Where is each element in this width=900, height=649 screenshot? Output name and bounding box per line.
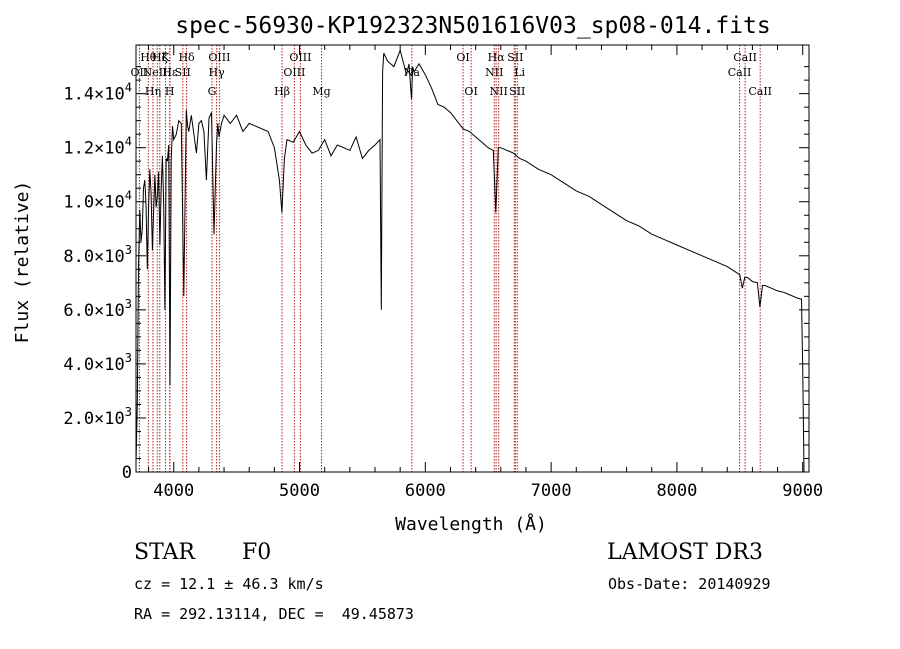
emission-line-label: Hθ [140,51,157,64]
emission-line-label: G [208,85,217,98]
emission-line-label: SII [507,51,523,64]
y-tick-label: 6.0×103 [63,297,132,321]
y-tick-mantissa: 8.0×10 [63,247,124,267]
y-tick-mantissa: 6.0×10 [63,301,124,321]
y-tick-label: 1.2×104 [63,135,132,159]
y-axis-label: Flux (relative) [12,181,33,344]
y-tick-mantissa: 2.0×10 [63,409,124,429]
emission-line-label: H [165,85,175,98]
obs-date-text: Obs-Date: 20140929 [608,575,771,593]
emission-line-label: Hη [145,85,161,98]
emission-line-label: Hε [162,66,178,79]
class-label: STAR [134,540,195,565]
y-tick-exponent: 3 [125,405,132,419]
emission-line-label: Na [404,66,421,79]
y-tick-mantissa: 0 [122,463,132,483]
axes: 4000 5000 6000 7000 8000 900002.0×1034.0×1036… [63,44,823,501]
emission-line-label: CaII [728,66,752,79]
spectrum-line [135,48,805,473]
emission-line-label: NII [485,66,503,79]
x-tick-label: 6000 [405,481,446,501]
y-tick-label: 4.0×103 [63,351,132,375]
x-tick-label: 5000 [279,481,320,501]
plot-frame [135,44,810,473]
y-tick-label: 0 [122,463,132,483]
emission-line-label: Hγ [209,66,226,79]
coordinates-text: RA = 292.13114, DEC = 49.45873 [134,605,414,623]
emission-line-label: Hα [488,51,506,64]
x-tick-label: 8000 [656,481,697,501]
emission-line-label: Hβ [274,85,290,98]
x-axis-label: Wavelength (Å) [395,513,547,535]
y-tick-label: 1.4×104 [63,81,132,105]
subclass-label: F0 [242,540,272,565]
emission-line-label: NII [490,85,508,98]
emission-line-label: Hδ [178,51,195,64]
emission-lines [138,45,761,472]
x-tick-label: 7000 [531,481,572,501]
emission-line-label: Mg [312,85,330,98]
emission-line-label: NeIII [143,66,172,79]
emission-line-label: SII [175,66,191,79]
redshift-text: cz = 12.1 ± 46.3 km/s [134,575,324,593]
y-tick-label: 1.0×104 [63,189,132,213]
y-tick-exponent: 4 [125,135,132,149]
emission-line-label: K [161,51,170,64]
y-tick-exponent: 3 [125,243,132,257]
emission-line-label: OI [456,51,469,64]
series-layer [135,48,805,473]
emission-line-label: CaII [733,51,757,64]
emission-line-label: OI [464,85,477,98]
y-tick-mantissa: 4.0×10 [63,355,124,375]
emission-line-label: OII [131,66,149,79]
y-tick-exponent: 3 [125,351,132,365]
emission-line-label: OIII [283,66,305,79]
y-tick-mantissa: 1.4×10 [63,85,124,105]
chart-title: spec-56930-KP192323N501616V03_sp08-014.f… [175,13,770,39]
emission-line-label: Hζ [152,51,168,64]
y-tick-mantissa: 1.0×10 [63,193,124,213]
y-tick-label: 8.0×103 [63,243,132,267]
y-tick-exponent: 4 [125,189,132,203]
x-tick-label: 4000 [153,481,194,501]
survey-label: LAMOST DR3 [607,540,763,565]
emission-line-labels: OIIHθHηNeIIIHζKHHεSIIHδGHγOIIIHβOIIIOIII… [131,51,772,98]
y-tick-label: 2.0×103 [63,405,132,429]
emission-line-label: CaII [748,85,772,98]
y-tick-mantissa: 1.2×10 [63,139,124,159]
y-tick-exponent: 3 [125,297,132,311]
emission-line-label: OIII [289,51,311,64]
emission-line-label: Li [514,66,525,79]
emission-line-label: OIII [208,51,230,64]
y-tick-exponent: 4 [125,81,132,95]
x-tick-label: 9000 [782,481,823,501]
emission-line-label: SII [509,85,525,98]
